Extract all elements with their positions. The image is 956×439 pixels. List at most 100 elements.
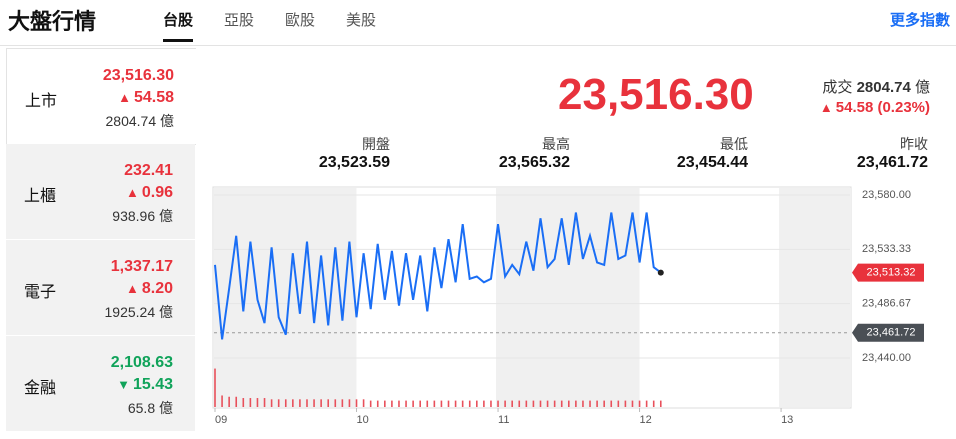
turnover-value: 2804.74 — [856, 79, 911, 96]
index-name: 電子 — [24, 284, 57, 301]
volume-bar — [497, 400, 499, 407]
index-change: 8.20 — [126, 280, 173, 298]
volume-bar — [532, 400, 535, 407]
stat-label: 最高 — [542, 136, 570, 152]
y-tick-label: 23,440.00 — [862, 352, 911, 364]
x-tick-label: 11 — [498, 414, 509, 426]
index-item[interactable]: 金融 2,108.63 15.43 65.8 億 — [6, 336, 195, 432]
tab[interactable]: 歐股 — [285, 12, 316, 29]
volume-bar — [426, 400, 429, 407]
x-tick-label: 10 — [357, 414, 369, 426]
volume-bar — [476, 400, 478, 407]
index-price: 2,108.63 — [110, 354, 173, 371]
change-value: 15.43 — [117, 376, 173, 393]
stat-value: 23,523.59 — [318, 154, 390, 171]
volume-bar — [327, 399, 330, 407]
volume-bar — [624, 400, 627, 407]
volume-bar — [369, 400, 372, 407]
volume-bar — [384, 400, 386, 407]
change-value: 0.96 — [126, 184, 173, 201]
tab[interactable]: 美股 — [346, 12, 377, 29]
index-price: 1,337.17 — [110, 258, 173, 275]
volume-bar — [391, 400, 393, 407]
more-link[interactable]: 更多指數 — [889, 12, 950, 29]
price-line — [214, 212, 662, 340]
index-change: 0.96 — [126, 184, 173, 202]
volume-bar — [299, 399, 301, 407]
volume-bar — [546, 400, 549, 407]
index-item[interactable]: 上市 23,516.30 54.58 2804.74 億 — [6, 48, 196, 145]
volume-bar — [553, 400, 556, 407]
x-tick-label: 12 — [640, 414, 652, 426]
session-band — [496, 188, 640, 407]
index-volume: 65.8 億 — [127, 400, 173, 416]
session-band — [214, 188, 357, 407]
index-volume: 2804.74 億 — [105, 113, 175, 129]
turnover: 成交 2804.74 億 — [822, 76, 930, 97]
index-volume: 938.96 億 — [112, 208, 173, 224]
stat-value: 23,454.44 — [676, 154, 748, 171]
price-tag — [852, 263, 924, 282]
volume-bar — [490, 400, 492, 407]
volume-bar — [355, 399, 358, 407]
index-price: 23,516.30 — [102, 67, 174, 84]
volume-bar — [447, 400, 450, 407]
price-tag-label: 23,461.72 — [867, 327, 916, 339]
volume-bar — [320, 399, 322, 407]
index-change: 54.58 — [118, 89, 174, 107]
price-tag — [852, 323, 924, 342]
change-value: 54.58 — [118, 89, 174, 106]
volume-bar — [560, 400, 563, 407]
page-title: 大盤行情 — [8, 9, 97, 34]
volume-bar — [228, 396, 230, 407]
volume-bar — [468, 400, 471, 407]
x-tick-label: 13 — [781, 414, 793, 426]
turnover-label: 成交 — [822, 79, 853, 96]
volume-bar — [277, 399, 280, 407]
y-tick-label: 23,486.67 — [862, 298, 911, 310]
volume-bar — [235, 396, 238, 407]
price-tag-label: 23,513.32 — [867, 267, 916, 279]
volume-bar — [483, 400, 485, 407]
volume-bar — [242, 398, 245, 407]
stat-label: 昨收 — [900, 136, 928, 152]
volume-bar — [284, 399, 287, 407]
volume-bar — [518, 400, 521, 407]
volume-bar — [575, 400, 577, 407]
session-band — [779, 188, 851, 407]
volume-bar — [645, 400, 648, 407]
index-price: 232.41 — [124, 162, 173, 179]
stat-value: 23,565.32 — [498, 154, 570, 171]
index-item[interactable]: 電子 1,337.17 8.20 1925.24 億 — [6, 240, 195, 336]
tab[interactable]: 台股 — [163, 9, 194, 42]
volume-bar — [348, 399, 351, 407]
volume-bar — [376, 400, 379, 407]
index-price: 23,516.30 — [558, 70, 754, 119]
divider — [0, 45, 956, 46]
volume-bar — [270, 399, 273, 407]
volume-bar — [652, 400, 655, 407]
volume-bar — [454, 400, 457, 407]
volume-bar — [440, 400, 443, 407]
change-text: 54.58 (0.23%) — [820, 99, 930, 116]
y-tick-label: 23,533.33 — [862, 243, 911, 255]
change-value: 8.20 — [126, 280, 173, 297]
tab[interactable]: 亞股 — [224, 12, 255, 29]
volume-bar — [433, 400, 436, 407]
volume-bar — [341, 399, 344, 407]
volume-bar — [419, 400, 422, 407]
last-point — [657, 269, 664, 276]
volume-bar — [256, 398, 259, 407]
volume-bar — [292, 399, 294, 407]
index-item[interactable]: 上櫃 232.41 0.96 938.96 億 — [6, 144, 195, 240]
index-name: 金融 — [24, 380, 57, 397]
index-name: 上櫃 — [24, 188, 57, 205]
volume-bar — [306, 399, 308, 407]
volume-bar — [567, 400, 570, 407]
volume-bar — [589, 400, 591, 407]
volume-bar — [221, 395, 223, 407]
volume-bar — [659, 400, 662, 407]
volume-bar — [504, 400, 506, 407]
